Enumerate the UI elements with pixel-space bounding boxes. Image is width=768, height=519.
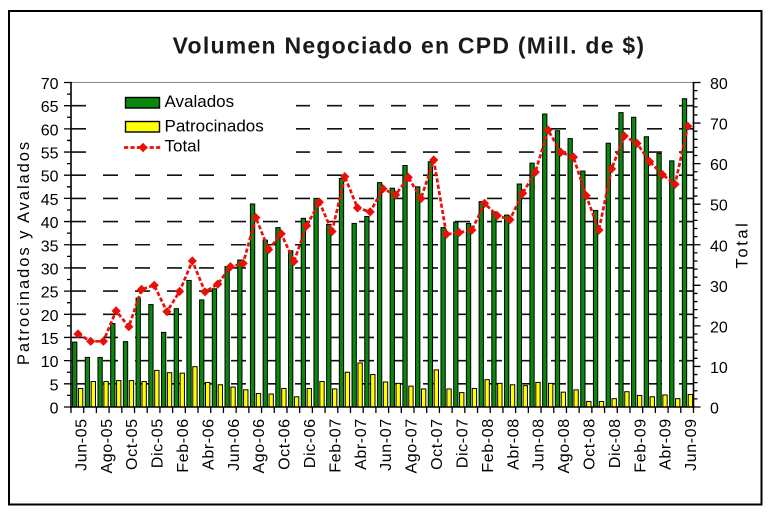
svg-text:Ago-08: Ago-08 <box>556 418 573 473</box>
svg-text:70: 70 <box>41 76 59 93</box>
svg-text:60: 60 <box>41 122 59 139</box>
svg-text:Jun-09: Jun-09 <box>683 418 700 471</box>
svg-text:30: 30 <box>41 261 59 278</box>
svg-text:50: 50 <box>41 169 59 186</box>
svg-text:60: 60 <box>710 157 728 174</box>
svg-text:Dic-05: Dic-05 <box>150 418 167 468</box>
svg-text:Total: Total <box>734 221 752 269</box>
svg-text:80: 80 <box>710 76 728 93</box>
svg-text:Jun-08: Jun-08 <box>531 418 548 471</box>
svg-text:0: 0 <box>50 401 59 418</box>
svg-text:55: 55 <box>41 146 59 163</box>
svg-text:50: 50 <box>710 198 728 215</box>
svg-text:10: 10 <box>41 354 59 371</box>
svg-text:Abr-07: Abr-07 <box>353 418 370 470</box>
svg-text:5: 5 <box>50 377 59 394</box>
svg-text:Patrocinados y Avalados: Patrocinados y Avalados <box>15 140 33 365</box>
svg-text:Oct-07: Oct-07 <box>429 418 446 470</box>
svg-text:Abr-06: Abr-06 <box>200 418 217 470</box>
svg-text:Ago-06: Ago-06 <box>251 418 268 473</box>
svg-text:Oct-05: Oct-05 <box>124 418 141 470</box>
svg-text:Feb-06: Feb-06 <box>175 418 192 472</box>
svg-text:Ago-07: Ago-07 <box>404 418 421 473</box>
svg-text:Jun-06: Jun-06 <box>226 418 243 471</box>
svg-text:Volumen Negociado en CPD (Mill: Volumen Negociado en CPD (Mill. de $) <box>173 33 646 59</box>
svg-text:Jun-07: Jun-07 <box>378 418 395 471</box>
svg-text:Oct-06: Oct-06 <box>277 418 294 470</box>
svg-text:Feb-08: Feb-08 <box>480 418 497 472</box>
svg-text:Dic-06: Dic-06 <box>302 418 319 468</box>
svg-text:35: 35 <box>41 238 59 255</box>
svg-text:15: 15 <box>41 331 59 348</box>
svg-text:25: 25 <box>41 285 59 302</box>
svg-text:Oct-08: Oct-08 <box>582 418 599 470</box>
svg-text:Total: Total <box>165 137 201 156</box>
svg-text:Patrocinados: Patrocinados <box>165 117 264 136</box>
svg-text:0: 0 <box>710 401 719 418</box>
svg-text:65: 65 <box>41 99 59 116</box>
svg-text:Abr-08: Abr-08 <box>505 418 522 470</box>
svg-text:Feb-09: Feb-09 <box>632 418 649 472</box>
svg-text:20: 20 <box>710 319 728 336</box>
svg-text:Avalados: Avalados <box>165 92 235 111</box>
svg-text:Dic-07: Dic-07 <box>454 418 471 468</box>
svg-text:Ago-05: Ago-05 <box>99 418 116 473</box>
svg-text:20: 20 <box>41 308 59 325</box>
svg-text:Abr-09: Abr-09 <box>658 418 675 470</box>
svg-text:45: 45 <box>41 192 59 209</box>
svg-text:Jun-05: Jun-05 <box>73 418 90 471</box>
svg-text:30: 30 <box>710 279 728 296</box>
svg-text:40: 40 <box>41 215 59 232</box>
svg-text:70: 70 <box>710 117 728 134</box>
svg-text:Feb-07: Feb-07 <box>327 418 344 472</box>
svg-text:40: 40 <box>710 238 728 255</box>
svg-text:10: 10 <box>710 360 728 377</box>
svg-text:Dic-08: Dic-08 <box>607 418 624 468</box>
